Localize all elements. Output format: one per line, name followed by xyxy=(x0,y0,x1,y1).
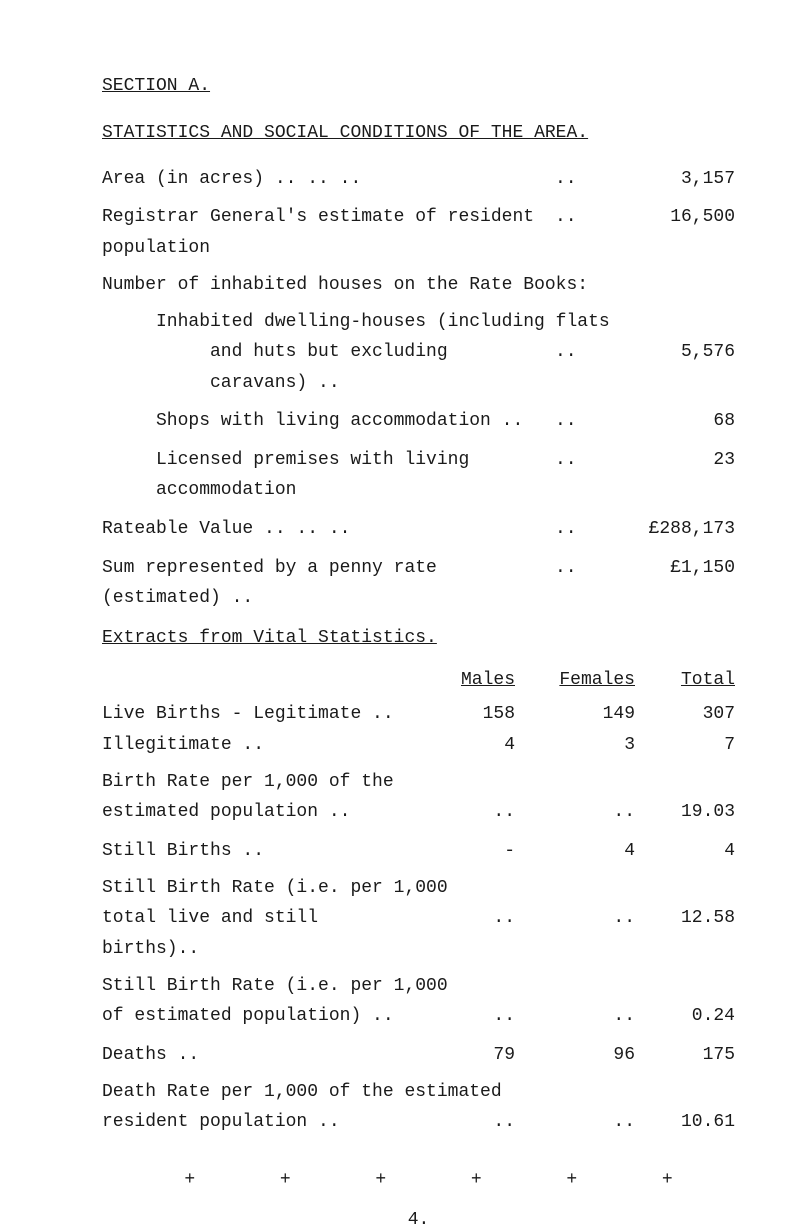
row-stillbirthrate-ep: of estimated population) .. .. .. 0.24 xyxy=(102,1001,735,1032)
col-males: Males xyxy=(415,665,515,696)
row-live-illegitimate: Illegitimate .. 4 3 7 xyxy=(102,730,735,761)
birthrate-line1: Birth Rate per 1,000 of the xyxy=(102,768,735,797)
plus-icon: + xyxy=(142,1170,238,1190)
females: .. xyxy=(515,1107,635,1138)
label: Live Births - Legitimate .. xyxy=(102,699,415,730)
value: 16,500 xyxy=(625,202,735,263)
label: Shops with living accommodation .. xyxy=(102,406,555,437)
plus-icon: + xyxy=(620,1170,716,1190)
females: .. xyxy=(515,903,635,964)
males: .. xyxy=(415,797,515,828)
females: 149 xyxy=(515,699,635,730)
deathrate-line1: Death Rate per 1,000 of the estimated xyxy=(102,1078,735,1107)
value: 68 xyxy=(625,406,735,437)
dots: .. xyxy=(555,164,625,195)
total: 12.58 xyxy=(635,903,735,964)
males: .. xyxy=(415,903,515,964)
plus-icon: + xyxy=(429,1170,525,1190)
row-area: Area (in acres) .. .. .. .. 3,157 xyxy=(102,164,735,195)
females: .. xyxy=(515,797,635,828)
females: 4 xyxy=(515,836,635,867)
label: Illegitimate .. xyxy=(102,730,415,761)
stats-header: Males Females Total xyxy=(102,665,735,696)
row-registrar: Registrar General's estimate of resident… xyxy=(102,202,735,263)
label: Sum represented by a penny rate (estimat… xyxy=(102,553,555,614)
section-label: SECTION A. xyxy=(102,72,735,101)
main-heading: STATISTICS AND SOCIAL CONDITIONS OF THE … xyxy=(102,119,735,148)
row-deaths: Deaths .. 79 96 175 xyxy=(102,1040,735,1071)
females: .. xyxy=(515,1001,635,1032)
stillbirthrate-ep-line1: Still Birth Rate (i.e. per 1,000 xyxy=(102,972,735,1001)
label: of estimated population) .. xyxy=(102,1001,415,1032)
value: 23 xyxy=(625,445,735,506)
plus-icon: + xyxy=(333,1170,429,1190)
total: 4 xyxy=(635,836,735,867)
label: total live and still births).. xyxy=(102,903,415,964)
total: 175 xyxy=(635,1040,735,1071)
label: Registrar General's estimate of resident… xyxy=(102,202,555,263)
total: 19.03 xyxy=(635,797,735,828)
ratebooks-label: Number of inhabited houses on the Rate B… xyxy=(102,271,735,300)
value: 3,157 xyxy=(625,164,735,195)
dots: .. xyxy=(555,202,625,263)
value: £1,150 xyxy=(625,553,735,614)
males: 79 xyxy=(415,1040,515,1071)
value: 5,576 xyxy=(625,337,735,398)
row-stillbirths: Still Births .. - 4 4 xyxy=(102,836,735,867)
row-shops: Shops with living accommodation .. .. 68 xyxy=(102,406,735,437)
label: Area (in acres) .. .. .. xyxy=(102,164,555,195)
row-deathrate: resident population .. .. .. 10.61 xyxy=(102,1107,735,1138)
row-licensed: Licensed premises with living accommodat… xyxy=(102,445,735,506)
males: - xyxy=(415,836,515,867)
label: Deaths .. xyxy=(102,1040,415,1071)
label: estimated population .. xyxy=(102,797,415,828)
total: 0.24 xyxy=(635,1001,735,1032)
separator-row: + + + + + + xyxy=(102,1170,735,1190)
row-birthrate: estimated population .. .. .. 19.03 xyxy=(102,797,735,828)
inhab-line1: Inhabited dwelling-houses (including fla… xyxy=(102,308,735,337)
dots: .. xyxy=(555,406,625,437)
row-stillbirthrate: total live and still births).. .. .. 12.… xyxy=(102,903,735,964)
page-number: 4. xyxy=(102,1210,735,1230)
value: £288,173 xyxy=(625,514,735,545)
row-live-legitimate: Live Births - Legitimate .. 158 149 307 xyxy=(102,699,735,730)
females: 3 xyxy=(515,730,635,761)
dots: .. xyxy=(555,514,625,545)
plus-icon: + xyxy=(238,1170,334,1190)
label: Still Births .. xyxy=(102,836,415,867)
dots: .. xyxy=(555,445,625,506)
plus-icon: + xyxy=(524,1170,620,1190)
total: 10.61 xyxy=(635,1107,735,1138)
col-total: Total xyxy=(635,665,735,696)
inhab-line2: and huts but excluding caravans) .. .. 5… xyxy=(102,337,735,398)
extracts-heading: Extracts from Vital Statistics. xyxy=(102,624,735,653)
total: 307 xyxy=(635,699,735,730)
row-rateable: Rateable Value .. .. .. .. £288,173 xyxy=(102,514,735,545)
total: 7 xyxy=(635,730,735,761)
dots: .. xyxy=(555,553,625,614)
females: 96 xyxy=(515,1040,635,1071)
dots: .. xyxy=(555,337,625,398)
label: Rateable Value .. .. .. xyxy=(102,514,555,545)
label: resident population .. xyxy=(102,1107,415,1138)
row-sum: Sum represented by a penny rate (estimat… xyxy=(102,553,735,614)
col-females: Females xyxy=(515,665,635,696)
label: Licensed premises with living accommodat… xyxy=(102,445,555,506)
males: .. xyxy=(415,1107,515,1138)
males: .. xyxy=(415,1001,515,1032)
males: 158 xyxy=(415,699,515,730)
label: and huts but excluding caravans) .. xyxy=(156,337,555,398)
males: 4 xyxy=(415,730,515,761)
stillbirthrate-line1: Still Birth Rate (i.e. per 1,000 xyxy=(102,874,735,903)
